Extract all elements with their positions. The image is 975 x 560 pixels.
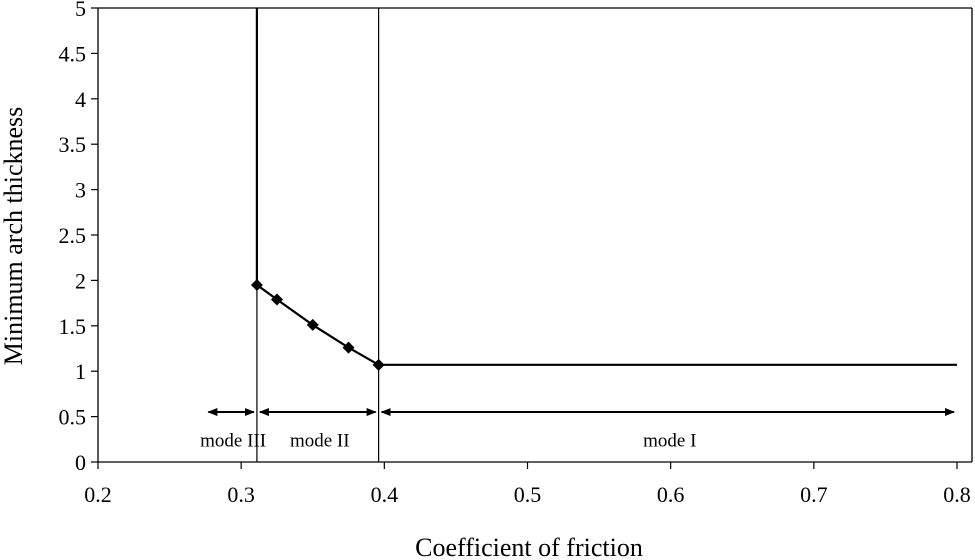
data-point-marker [270,293,283,306]
y-tick-label: 3.5 [59,132,87,157]
data-point-marker [306,318,319,331]
series-line [255,8,957,366]
data-point-marker [250,278,263,291]
mode-label: mode I [643,430,696,451]
x-tick-label: 0.7 [800,482,828,507]
y-tick-label: 2.5 [59,223,87,248]
x-tick-label: 0.2 [84,482,112,507]
y-tick-label: 5 [75,0,86,21]
x-tick-label: 0.6 [657,482,685,507]
mode-label: mode III [200,430,266,451]
y-tick-label: 4.5 [59,41,87,66]
y-axis-title: Minimum arch thickness [0,107,28,366]
x-tick-label: 0.4 [371,482,399,507]
y-tick-label: 3 [75,178,86,203]
x-tick-label: 0.3 [227,482,255,507]
x-tick-label: 0.5 [514,482,542,507]
data-point-marker [372,358,385,371]
y-tick-label: 4 [75,87,86,112]
y-tick-label: 0 [75,450,86,475]
plot-area: 0.2 0.3 0.4 0.5 0.6 0.7 0.8 0 0.5 1 1.5 2 2.5 3 3.5 4 4.… [59,0,973,507]
y-tick-label: 0.5 [59,405,87,430]
x-tick-label: 0.8 [943,482,971,507]
data-point-marker [342,341,355,354]
mode-label: mode II [290,430,350,451]
y-tick-label: 1 [75,359,86,384]
y-tick-label: 2 [75,268,86,293]
y-tick-label: 1.5 [59,314,87,339]
x-axis-title: Coefficient of friction [415,533,643,560]
